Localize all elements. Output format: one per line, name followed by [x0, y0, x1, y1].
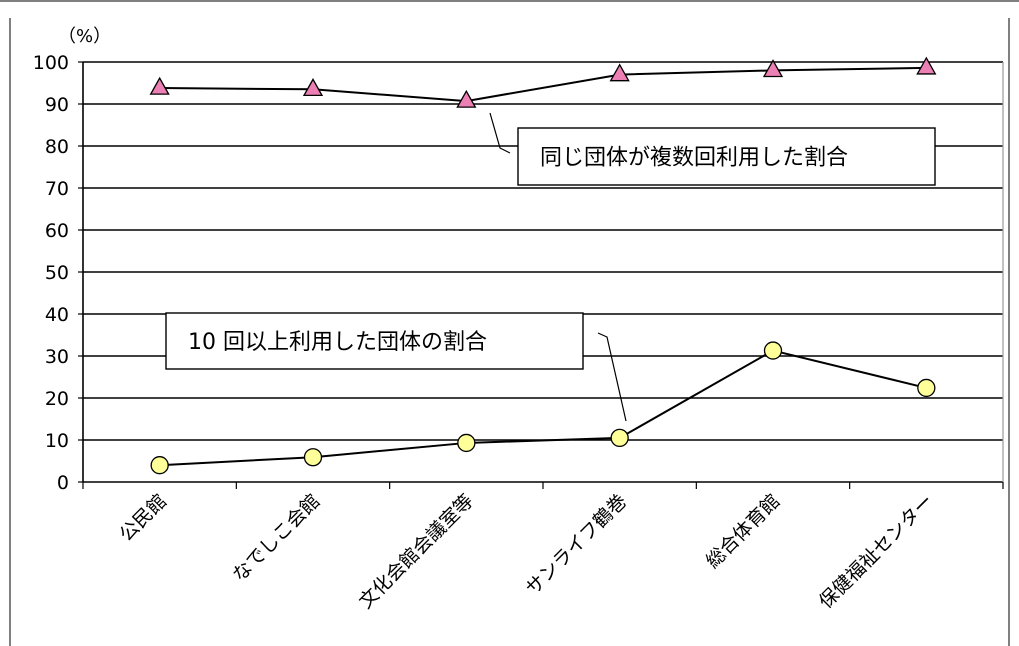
- y-tick-label: 10: [45, 430, 69, 452]
- series-line: [159, 66, 927, 103]
- y-tick-label: 0: [57, 472, 69, 494]
- y-tick-label: 40: [45, 304, 69, 326]
- y-tick-label: 60: [45, 220, 69, 242]
- circle-point: [303, 448, 323, 467]
- x-category-label: 公民館: [115, 490, 171, 546]
- series-lines: [159, 66, 927, 467]
- y-tick-label: 50: [45, 262, 69, 284]
- circle-point: [763, 341, 783, 360]
- triangle-point: [302, 78, 324, 97]
- triangle-point: [762, 59, 784, 78]
- triangle-point: [916, 56, 937, 75]
- triangle-point: [609, 63, 630, 82]
- y-tick-label: 80: [45, 136, 69, 158]
- x-category-label: 文化会館会議室等: [355, 490, 478, 613]
- callout-label: 同じ団体が複数回利用した割合: [540, 146, 848, 171]
- x-category-label: サンライフ鶴巻: [522, 490, 632, 600]
- circle-point: [457, 433, 476, 453]
- circle-point: [610, 428, 629, 448]
- x-category-label: なでしこ会館: [228, 490, 324, 586]
- y-tick-label: 30: [45, 346, 69, 368]
- callout-box: [517, 127, 936, 186]
- y-axis-ticks: 0 10 20 30 40 50 60 70 80 90 100: [33, 52, 84, 494]
- y-tick-label: 20: [45, 388, 69, 410]
- x-category-label: 総合体育館: [702, 490, 785, 573]
- x-axis: 公民館 なでしこ会館 文化会館会議室等 サンライフ鶴巻 総合体育館 保健福祉センター: [82, 482, 1004, 613]
- callout-leader: [597, 332, 627, 422]
- y-tick-label: 100: [33, 52, 69, 74]
- callouts: 同じ団体が複数回利用した割合 10 回以上利用した団体の割合: [165, 112, 936, 422]
- circle-point: [150, 456, 169, 475]
- triangle-point: [456, 89, 477, 108]
- circle-point: [917, 378, 936, 398]
- y-axis-unit: （%）: [58, 26, 111, 47]
- y-tick-label: 90: [45, 94, 69, 116]
- y-tick-label: 70: [45, 178, 69, 200]
- series-markers: [149, 56, 937, 475]
- x-category-label: 保健福祉センター: [815, 490, 938, 613]
- gridlines: [83, 61, 1004, 483]
- callout-leader: [489, 112, 511, 154]
- callout-label: 10 回以上利用した団体の割合: [188, 330, 487, 355]
- series-line: [159, 349, 927, 467]
- triangle-point: [149, 76, 170, 95]
- callout-box: [165, 312, 584, 370]
